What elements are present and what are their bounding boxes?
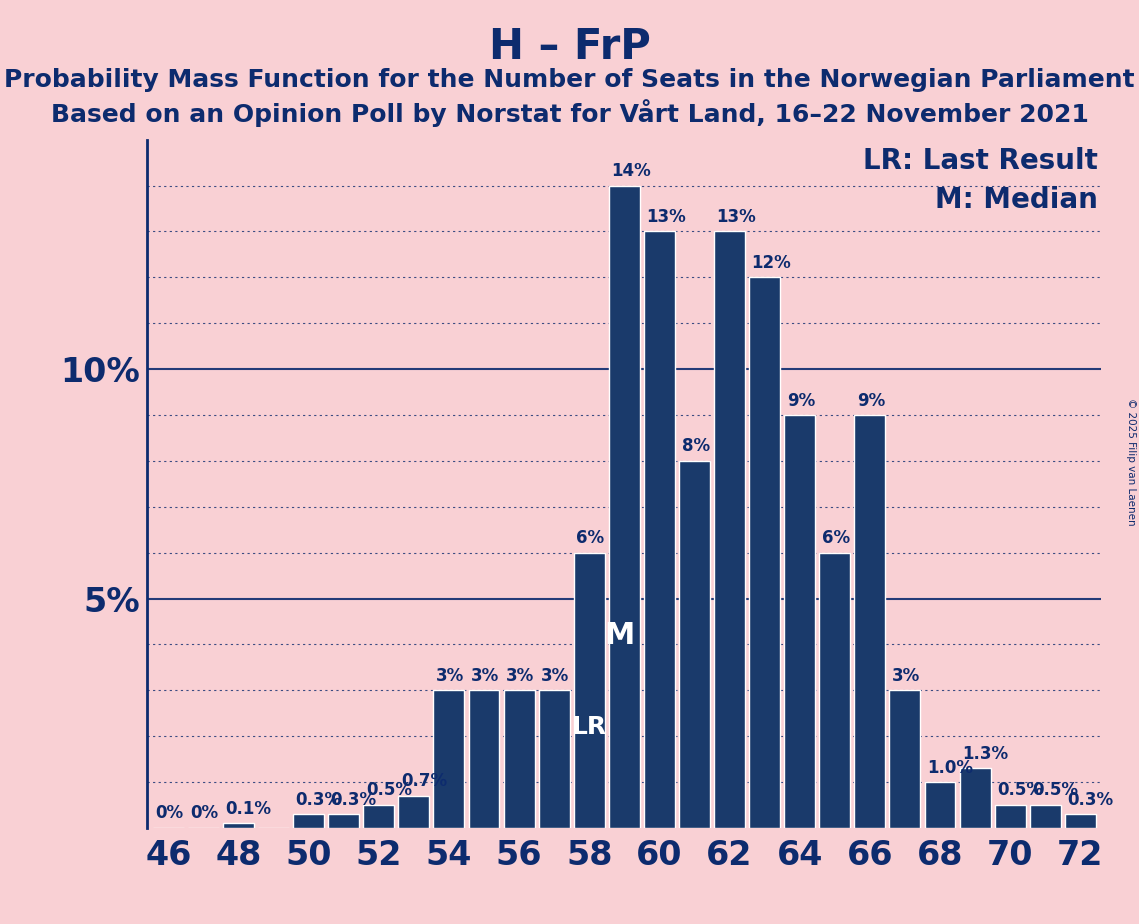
Text: 0.3%: 0.3%: [330, 791, 377, 808]
Text: Probability Mass Function for the Number of Seats in the Norwegian Parliament: Probability Mass Function for the Number…: [5, 68, 1134, 92]
Bar: [574, 553, 605, 828]
Text: 3%: 3%: [506, 667, 534, 685]
Text: 6%: 6%: [822, 529, 850, 547]
Text: 8%: 8%: [681, 437, 710, 456]
Bar: [363, 805, 394, 828]
Bar: [644, 232, 674, 828]
Bar: [785, 415, 816, 828]
Bar: [434, 690, 465, 828]
Bar: [539, 690, 570, 828]
Text: 0.7%: 0.7%: [401, 772, 446, 790]
Bar: [854, 415, 885, 828]
Text: LR: Last Result: LR: Last Result: [863, 147, 1098, 175]
Bar: [749, 277, 780, 828]
Text: 0%: 0%: [190, 805, 219, 822]
Text: 9%: 9%: [857, 392, 885, 409]
Text: 1.3%: 1.3%: [962, 745, 1008, 763]
Bar: [1030, 805, 1060, 828]
Bar: [293, 814, 325, 828]
Text: © 2025 Filip van Laenen: © 2025 Filip van Laenen: [1126, 398, 1136, 526]
Bar: [503, 690, 534, 828]
Text: 9%: 9%: [787, 392, 816, 409]
Bar: [890, 690, 920, 828]
Text: Based on an Opinion Poll by Norstat for Vårt Land, 16–22 November 2021: Based on an Opinion Poll by Norstat for …: [50, 99, 1089, 127]
Bar: [1065, 814, 1096, 828]
Text: 12%: 12%: [752, 254, 792, 272]
Text: 0.5%: 0.5%: [1032, 782, 1079, 799]
Bar: [399, 796, 429, 828]
Bar: [328, 814, 359, 828]
Text: 0.1%: 0.1%: [226, 800, 271, 818]
Text: 0.3%: 0.3%: [1067, 791, 1114, 808]
Bar: [925, 782, 956, 828]
Text: 13%: 13%: [647, 208, 686, 226]
Text: 3%: 3%: [436, 667, 465, 685]
Text: 0.5%: 0.5%: [366, 782, 412, 799]
Bar: [679, 461, 710, 828]
Text: 0%: 0%: [155, 805, 183, 822]
Text: 14%: 14%: [612, 162, 652, 180]
Text: 6%: 6%: [576, 529, 605, 547]
Text: 3%: 3%: [541, 667, 570, 685]
Bar: [994, 805, 1025, 828]
Text: H – FrP: H – FrP: [489, 26, 650, 67]
Bar: [223, 823, 254, 828]
Bar: [960, 768, 991, 828]
Text: M: Median: M: Median: [935, 186, 1098, 213]
Text: 1.0%: 1.0%: [927, 759, 973, 776]
Text: M: M: [605, 621, 634, 650]
Text: 0.5%: 0.5%: [998, 782, 1043, 799]
Text: 3%: 3%: [892, 667, 920, 685]
Bar: [468, 690, 499, 828]
Text: 0.3%: 0.3%: [296, 791, 342, 808]
Bar: [714, 232, 745, 828]
Bar: [609, 186, 640, 828]
Text: LR: LR: [572, 715, 606, 739]
Text: 3%: 3%: [472, 667, 499, 685]
Text: 13%: 13%: [716, 208, 756, 226]
Bar: [819, 553, 850, 828]
